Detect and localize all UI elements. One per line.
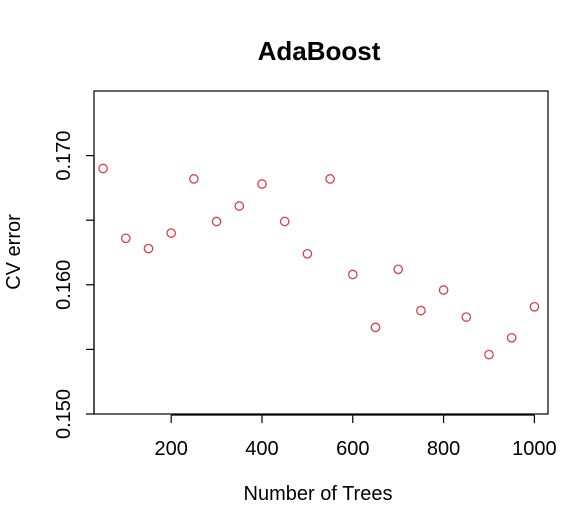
data-point <box>211 216 222 227</box>
x-tick-label: 800 <box>427 438 460 460</box>
data-point <box>416 305 426 316</box>
x-tick-label: 1000 <box>512 438 557 460</box>
data-point <box>393 264 404 275</box>
data-point <box>529 301 540 312</box>
x-tick-label: 600 <box>336 438 369 460</box>
y-tick-label: 0.150 <box>53 389 75 439</box>
x-axis: 200 400 600 800 1000 <box>154 414 557 460</box>
y-tick-label: 0.170 <box>53 131 75 181</box>
data-point <box>302 248 313 259</box>
y-axis-title: CV error <box>3 214 25 290</box>
data-point <box>461 312 472 322</box>
data-point <box>370 322 381 333</box>
x-axis-title: Number of Trees <box>244 483 393 505</box>
data-point <box>506 332 517 343</box>
data-point <box>143 243 154 254</box>
data-point <box>279 216 290 227</box>
data-point <box>257 179 267 189</box>
data-point <box>98 163 108 174</box>
data-point <box>484 349 494 360</box>
data-points <box>98 163 540 360</box>
data-point <box>347 269 358 280</box>
data-point <box>438 285 449 295</box>
y-axis: 0.150 0.160 0.170 <box>53 131 95 439</box>
plot-frame <box>93 90 549 415</box>
data-point <box>325 174 335 184</box>
data-point <box>189 174 199 184</box>
x-tick-label: 200 <box>154 438 187 460</box>
chart-title: AdaBoost <box>258 36 381 66</box>
y-tick-label: 0.160 <box>53 260 75 310</box>
data-point <box>166 228 177 238</box>
data-point <box>120 233 131 244</box>
data-point <box>234 201 245 211</box>
x-tick-label: 400 <box>245 438 278 460</box>
